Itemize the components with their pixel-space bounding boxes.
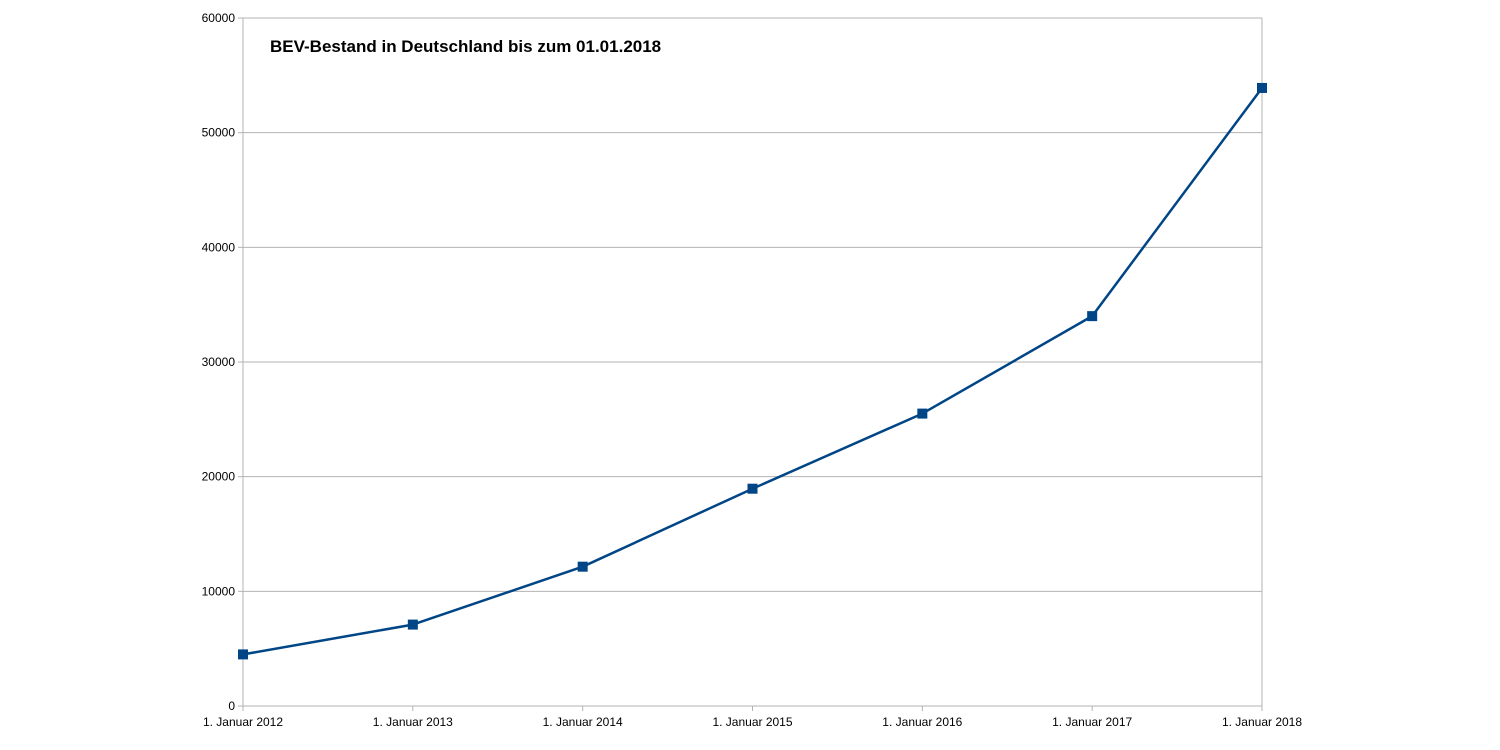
x-tick-label: 1. Januar 2017	[1052, 715, 1132, 729]
data-point-marker	[238, 649, 248, 660]
x-tick-label: 1. Januar 2018	[1222, 715, 1302, 729]
series-markers	[238, 82, 1267, 660]
y-tick-label: 40000	[202, 240, 236, 254]
y-tick-label: 60000	[202, 11, 236, 25]
x-tick-label: 1. Januar 2015	[712, 715, 792, 729]
y-tick-label: 30000	[202, 355, 236, 369]
data-point-marker	[1257, 82, 1267, 93]
y-tick-label: 50000	[202, 126, 236, 140]
x-tick-label: 1. Januar 2013	[373, 715, 453, 729]
data-point-marker	[577, 561, 588, 572]
data-point-marker	[1087, 311, 1098, 322]
data-point-marker	[917, 408, 928, 419]
axes	[238, 17, 1263, 711]
data-point-marker	[407, 619, 418, 630]
x-tick-label: 1. Januar 2016	[882, 715, 962, 729]
y-tick-label: 10000	[202, 584, 236, 598]
data-point-marker	[747, 483, 758, 494]
grid-lines	[243, 17, 1262, 707]
series-line	[242, 87, 1264, 656]
y-tick-labels: 0 10000 20000 30000 40000 50000 60000	[202, 11, 236, 713]
y-tick-label: 20000	[202, 470, 236, 484]
x-tick-label: 1. Januar 2012	[203, 715, 283, 729]
chart-title: BEV-Bestand in Deutschland bis zum 01.01…	[270, 37, 661, 56]
y-tick-label: 0	[228, 699, 235, 713]
x-tick-labels: 1. Januar 2012 1. Januar 2013 1. Januar 20…	[203, 715, 1302, 729]
series-line-0	[242, 87, 1264, 656]
x-tick-label: 1. Januar 2014	[543, 715, 623, 729]
